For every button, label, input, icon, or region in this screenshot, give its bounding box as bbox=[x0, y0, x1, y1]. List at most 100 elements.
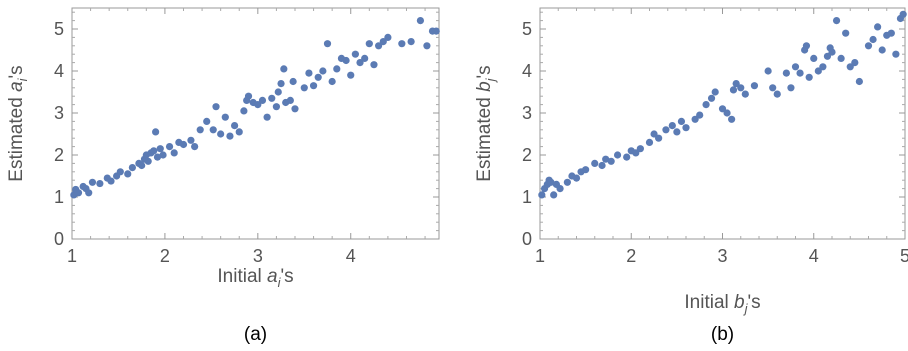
data-point bbox=[152, 128, 160, 136]
data-point bbox=[691, 115, 699, 123]
data-point bbox=[769, 84, 777, 92]
data-point bbox=[370, 61, 378, 69]
y-tick-label: 4 bbox=[522, 61, 532, 81]
x-tick-label: 4 bbox=[809, 246, 819, 266]
data-point bbox=[842, 29, 850, 37]
x-tick-label: 1 bbox=[535, 246, 545, 266]
data-point bbox=[217, 130, 225, 138]
data-point bbox=[582, 166, 590, 174]
data-point bbox=[274, 88, 282, 96]
data-point bbox=[165, 143, 174, 151]
data-point bbox=[572, 174, 581, 182]
data-point bbox=[314, 73, 322, 81]
data-point bbox=[124, 170, 132, 178]
data-point bbox=[750, 82, 759, 90]
data-point bbox=[416, 17, 425, 25]
data-point bbox=[702, 101, 710, 109]
data-point bbox=[74, 189, 83, 197]
data-point bbox=[159, 151, 167, 159]
data-point bbox=[191, 143, 199, 151]
y-tick-label: 2 bbox=[522, 145, 532, 165]
y-tick-label: 0 bbox=[522, 229, 532, 249]
data-point bbox=[796, 69, 804, 77]
data-point bbox=[196, 126, 204, 134]
data-point bbox=[819, 63, 827, 71]
data-point bbox=[300, 84, 308, 92]
data-point bbox=[874, 23, 882, 31]
data-point bbox=[869, 35, 877, 44]
data-point bbox=[718, 105, 727, 113]
data-point bbox=[636, 145, 644, 153]
data-point bbox=[351, 50, 359, 58]
data-point bbox=[764, 67, 772, 75]
data-point bbox=[851, 59, 859, 67]
data-point bbox=[116, 168, 124, 176]
data-point bbox=[677, 117, 686, 125]
y-tick-label: 0 bbox=[54, 229, 64, 249]
data-point bbox=[423, 42, 431, 50]
data-point bbox=[268, 94, 276, 102]
data-point bbox=[144, 157, 152, 165]
data-point bbox=[226, 132, 234, 140]
data-point bbox=[289, 77, 297, 86]
data-point bbox=[272, 103, 281, 111]
data-point bbox=[96, 179, 104, 188]
data-point bbox=[88, 178, 97, 186]
data-point bbox=[623, 153, 631, 161]
data-point bbox=[107, 177, 115, 185]
y-tick-label: 5 bbox=[522, 19, 532, 39]
data-point bbox=[591, 159, 599, 167]
data-point bbox=[138, 161, 146, 170]
data-point bbox=[650, 130, 658, 138]
panel-caption: (b) bbox=[711, 324, 734, 345]
data-point bbox=[791, 63, 800, 71]
data-point bbox=[737, 84, 745, 92]
y-tick-label: 4 bbox=[54, 61, 64, 81]
data-point bbox=[305, 69, 313, 77]
y-axis-label: Estimated ai's bbox=[6, 65, 30, 181]
data-point bbox=[855, 77, 863, 86]
data-point bbox=[741, 90, 749, 98]
data-point bbox=[309, 82, 318, 90]
x-axis-label: Initial ai's bbox=[217, 266, 293, 290]
data-point bbox=[375, 42, 383, 50]
data-point bbox=[379, 38, 387, 46]
plot-frame bbox=[539, 7, 906, 240]
data-point bbox=[187, 136, 195, 144]
data-point bbox=[240, 107, 248, 115]
x-tick-label: 5 bbox=[900, 246, 908, 266]
data-point bbox=[347, 71, 355, 79]
panel-caption: (a) bbox=[244, 324, 267, 345]
data-point bbox=[878, 46, 886, 54]
data-point bbox=[645, 138, 654, 146]
y-tick-label: 2 bbox=[54, 145, 64, 165]
data-point bbox=[782, 69, 790, 77]
data-point bbox=[598, 161, 606, 170]
data-point bbox=[814, 67, 822, 75]
x-tick-label: 1 bbox=[67, 246, 77, 266]
data-point bbox=[356, 59, 364, 67]
data-point bbox=[277, 80, 285, 88]
data-point bbox=[333, 65, 341, 73]
x-tick-label: 2 bbox=[626, 246, 636, 266]
data-point bbox=[832, 17, 841, 25]
data-point bbox=[398, 40, 406, 48]
data-point bbox=[707, 94, 716, 102]
data-point bbox=[230, 122, 239, 130]
x-axis-label: Initial bj's bbox=[684, 292, 760, 316]
data-point bbox=[773, 90, 781, 98]
data-point bbox=[787, 84, 795, 92]
data-point bbox=[864, 42, 873, 50]
data-point bbox=[662, 126, 670, 134]
data-point bbox=[150, 147, 158, 155]
data-point bbox=[887, 29, 895, 37]
data-point bbox=[280, 65, 288, 73]
data-point bbox=[607, 157, 615, 165]
x-tick-label: 3 bbox=[253, 246, 263, 266]
data-point bbox=[729, 86, 738, 94]
data-point bbox=[899, 10, 907, 18]
data-point bbox=[361, 54, 369, 63]
